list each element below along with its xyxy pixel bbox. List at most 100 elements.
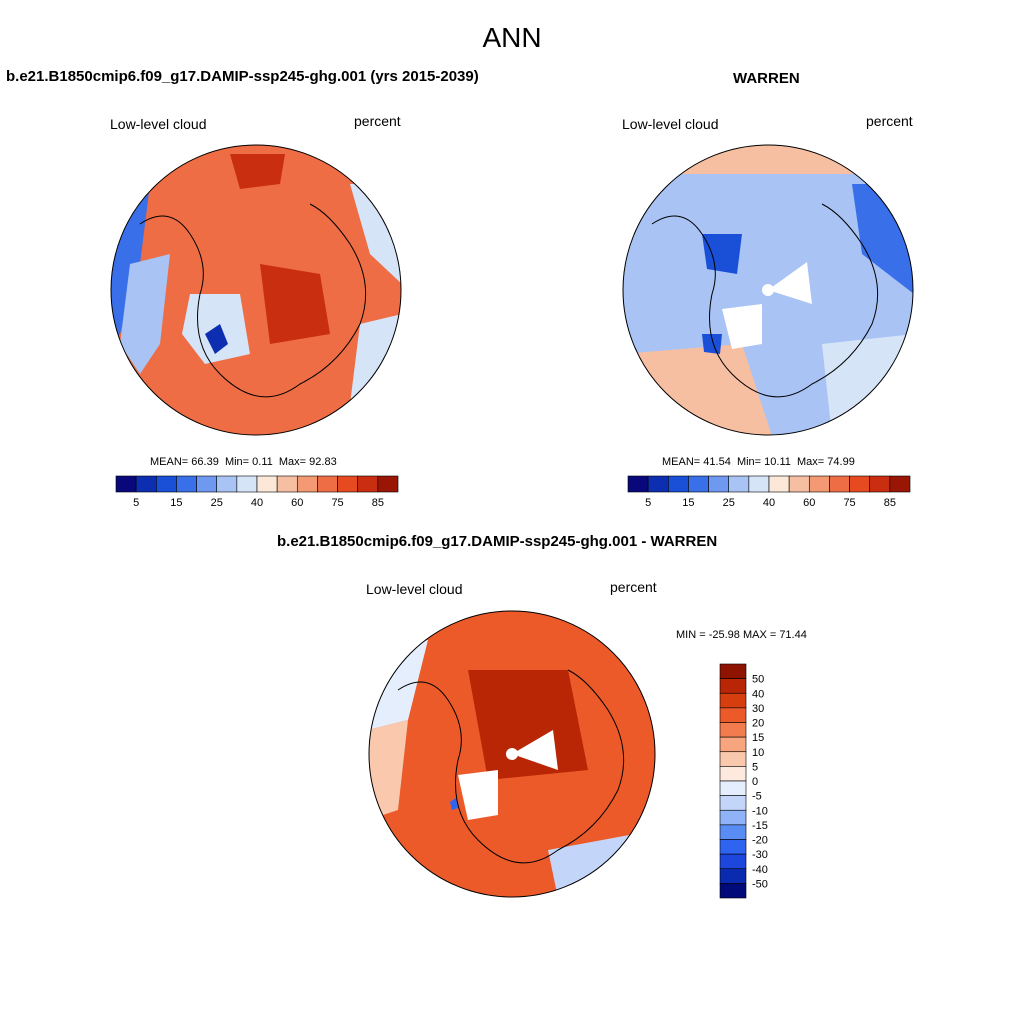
colorbar2-boxes <box>627 475 911 493</box>
panel2-title: WARREN <box>733 70 800 87</box>
map2-boundary <box>622 144 914 436</box>
colorbar1-box <box>296 475 318 493</box>
colorbar2-box <box>788 475 810 493</box>
colorbar1-boxes <box>115 475 399 493</box>
colorbar2-box <box>768 475 790 493</box>
colorbar3-box <box>719 809 747 826</box>
colorbar2-tick-label: 75 <box>843 497 855 509</box>
colorbar2-box <box>889 475 911 493</box>
colorbar1-tick-label: 5 <box>133 497 139 509</box>
colorbar2-box <box>869 475 891 493</box>
map1-greenland-core <box>205 324 228 354</box>
panel3-variable-label: Low-level cloud <box>366 581 463 597</box>
map3-pole-hole <box>506 748 518 760</box>
colorbar3-box <box>719 883 747 899</box>
colorbar2-box <box>808 475 830 493</box>
colorbar3-box <box>719 722 747 738</box>
colorbar3-tick-label: -15 <box>752 820 768 832</box>
colorbar2-tick-label: 85 <box>884 497 896 509</box>
colorbar3-box <box>719 868 747 884</box>
colorbar2-box <box>829 475 850 493</box>
colorbar2-tick-label: 25 <box>723 497 735 509</box>
map2-pole-hole <box>762 284 774 296</box>
map2-coastline <box>651 203 879 398</box>
colorbar3-box <box>719 663 747 679</box>
colorbar2-tick-label: 15 <box>682 497 694 509</box>
colorbar2-tick-label: 40 <box>763 497 775 509</box>
panel2-map <box>622 144 914 436</box>
colorbar1-tick-label: 60 <box>291 497 303 509</box>
colorbar2-box <box>688 475 709 493</box>
map3-greenland-negative-spot <box>450 798 458 810</box>
colorbar1-box <box>155 475 177 493</box>
map2-missing-data-wedge <box>768 262 812 304</box>
colorbar3-box <box>719 795 747 811</box>
panel1-map <box>110 144 402 436</box>
colorbar1-labels: 515254060758595 <box>133 497 384 509</box>
colorbar1-tick-label: 25 <box>211 497 223 509</box>
colorbar1-box <box>236 475 258 493</box>
panel1-title: b.e21.B1850cmip6.f09_g17.DAMIP-ssp245-gh… <box>6 68 479 85</box>
panel3-minmax: MIN = -25.98 MAX = 71.44 <box>676 629 807 641</box>
colorbar1-box <box>135 475 157 493</box>
map2-north-pacific-high <box>623 145 913 174</box>
colorbar1-box <box>115 475 137 493</box>
colorbar3-box <box>719 751 747 767</box>
colorbar3-tick-label: -5 <box>752 791 762 803</box>
colorbar2-tick-label: 60 <box>803 497 815 509</box>
colorbar1-tick-label: 15 <box>170 497 182 509</box>
panel2-units-label: percent <box>866 113 913 129</box>
colorbar3-tick-label: -30 <box>752 849 768 861</box>
colorbar3-box <box>719 853 747 870</box>
colorbar1-box <box>357 475 379 493</box>
map1-arctic-ocean-max <box>260 264 330 344</box>
map1-alaska-region <box>120 254 170 374</box>
colorbar1-tick-label: 75 <box>331 497 343 509</box>
colorbar2-labels: 515254060758595 <box>645 497 896 509</box>
map2-canadian-low <box>702 234 742 274</box>
colorbar3-box <box>719 736 747 753</box>
colorbar1-box <box>256 475 278 493</box>
panel3-map <box>368 610 656 898</box>
map3-boundary <box>368 610 656 898</box>
colorbar3-tick-label: -40 <box>752 864 768 876</box>
colorbar3-tick-label: -20 <box>752 835 768 847</box>
colorbar3-box <box>719 692 747 709</box>
colorbar1-tick-label: 40 <box>251 497 263 509</box>
colorbar1-box <box>216 475 238 493</box>
colorbar3-boxes <box>719 663 747 899</box>
colorbar3-tick-label: 20 <box>752 718 764 730</box>
colorbar1-box <box>317 475 338 493</box>
map3-alaska-small-positive <box>369 720 408 820</box>
colorbar3-tick-label: 40 <box>752 688 764 700</box>
panel1-stats: MEAN= 66.39 Min= 0.11 Max= 92.83 <box>150 456 337 468</box>
map1-north-pacific-max <box>230 154 285 189</box>
map1-coastline <box>139 203 367 398</box>
main-title: ANN <box>482 22 542 53</box>
map2-greenland-low <box>702 334 722 354</box>
colorbar2-box <box>728 475 750 493</box>
colorbar1-box <box>377 475 399 493</box>
map1-boundary <box>110 144 402 436</box>
colorbar2-box <box>627 475 649 493</box>
colorbar1-box <box>276 475 298 493</box>
map3-greenland-missing <box>458 770 498 820</box>
colorbar2-box <box>667 475 689 493</box>
colorbar1-box <box>337 475 359 493</box>
colorbar2-box <box>708 475 730 493</box>
colorbar3-box <box>719 839 747 855</box>
colorbar3-box <box>719 766 747 782</box>
colorbar3-tick-label: -10 <box>752 805 768 817</box>
colorbar2-box <box>748 475 770 493</box>
panel2-stats: MEAN= 41.54 Min= 10.11 Max= 74.99 <box>662 456 855 468</box>
colorbar3-tick-label: 10 <box>752 747 764 759</box>
colorbar3-tick-label: 30 <box>752 703 764 715</box>
colorbar2-box <box>647 475 669 493</box>
colorbar3-box <box>719 678 747 694</box>
panel3-units-label: percent <box>610 579 657 595</box>
colorbar3-tick-label: 15 <box>752 732 764 744</box>
colorbar3-box <box>719 824 747 840</box>
colorbar3-tick-label: 0 <box>752 776 758 788</box>
